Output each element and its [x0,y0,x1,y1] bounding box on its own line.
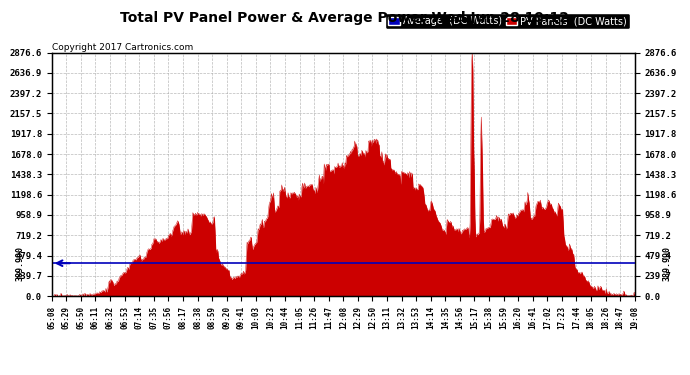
Text: 389.990: 389.990 [15,246,24,281]
Text: Total PV Panel Power & Average Power Wed Jun 28 19:12: Total PV Panel Power & Average Power Wed… [121,11,569,25]
Legend: Average  (DC Watts), PV Panels  (DC Watts): Average (DC Watts), PV Panels (DC Watts) [385,13,630,29]
Text: Copyright 2017 Cartronics.com: Copyright 2017 Cartronics.com [52,43,193,52]
Text: 389.990: 389.990 [662,246,671,281]
